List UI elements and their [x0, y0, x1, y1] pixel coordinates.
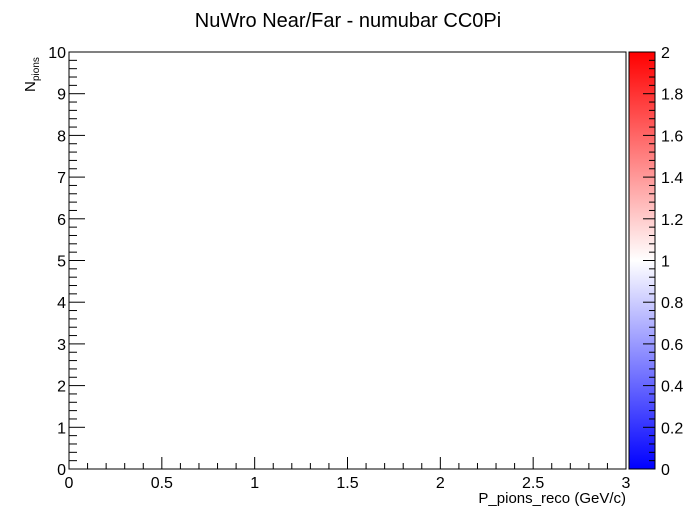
y-tick-label: 8: [57, 128, 66, 145]
color-scale-ticks: [643, 51, 655, 470]
x-tick-label: 2.5: [522, 475, 544, 492]
y-tick-label: 0: [57, 462, 66, 479]
x-tick-label: 1: [250, 475, 259, 492]
x-axis-label: P_pions_reco (GeV/c): [478, 490, 626, 507]
x-axis-ticks: [68, 457, 627, 469]
z-tick-label: 1: [661, 254, 670, 271]
y-tick-label: 5: [57, 254, 66, 271]
z-tick-label: 2: [661, 45, 670, 62]
y-tick-label: 3: [57, 337, 66, 354]
x-axis-tick-labels: 0 0.5 1 1.5 2 2.5 3: [65, 475, 631, 492]
y-tick-label: 6: [57, 212, 66, 229]
z-tick-label: 0.6: [661, 337, 683, 354]
z-tick-label: 0.2: [661, 420, 683, 437]
plot-frame: [68, 51, 627, 470]
x-tick-label: 0: [65, 475, 74, 492]
z-tick-label: 1.4: [661, 170, 683, 187]
z-tick-label: 0: [661, 462, 670, 479]
y-axis-label-sub: pions: [31, 57, 42, 81]
y-tick-label: 2: [57, 379, 66, 396]
y-tick-label: 4: [57, 295, 66, 312]
y-tick-label: 1: [57, 420, 66, 437]
x-tick-label: 0.5: [151, 475, 173, 492]
z-tick-label: 1.6: [661, 128, 683, 145]
color-scale-tick-labels: 0 0.2 0.4 0.6 0.8 1 1.2 1.4 1.6 1.8 2: [661, 45, 683, 479]
y-axis-label-main: N: [22, 81, 39, 92]
chart-title: NuWro Near/Far - numubar CC0Pi: [195, 10, 501, 32]
z-tick-label: 1.2: [661, 212, 683, 229]
z-tick-label: 1.8: [661, 87, 683, 104]
y-tick-label: 9: [57, 87, 66, 104]
y-tick-label: 10: [48, 45, 66, 62]
x-tick-label: 1.5: [336, 475, 358, 492]
z-tick-label: 0.4: [661, 379, 683, 396]
x-tick-label: 2: [436, 475, 445, 492]
y-axis-ticks: [69, 51, 85, 470]
y-tick-label: 7: [57, 170, 66, 187]
y-axis-label: N pions: [22, 57, 42, 92]
x-tick-label: 3: [622, 475, 631, 492]
y-axis-tick-labels: 0 1 2 3 4 5 6 7 8 9 10: [48, 45, 66, 479]
z-tick-label: 0.8: [661, 295, 683, 312]
